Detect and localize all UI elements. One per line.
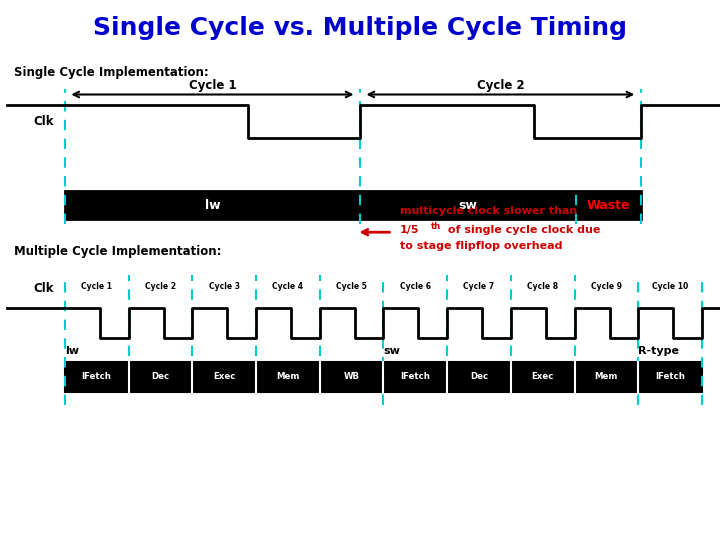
Text: Clk: Clk xyxy=(34,282,54,295)
Bar xyxy=(510,362,575,392)
Text: Cycle 9: Cycle 9 xyxy=(591,282,622,291)
Text: Cycle 2: Cycle 2 xyxy=(145,282,176,291)
Text: multicycle clock slower than: multicycle clock slower than xyxy=(400,206,577,216)
Bar xyxy=(320,362,383,392)
Text: Cycle 10: Cycle 10 xyxy=(652,282,688,291)
Text: sw: sw xyxy=(383,346,400,356)
Text: of single cycle clock due: of single cycle clock due xyxy=(444,225,600,235)
Bar xyxy=(128,362,192,392)
Text: Exec: Exec xyxy=(213,372,235,381)
Bar xyxy=(65,191,641,219)
Text: Multiple Cycle Implementation:: Multiple Cycle Implementation: xyxy=(14,245,222,258)
Bar xyxy=(65,362,128,392)
Text: IFetch: IFetch xyxy=(82,372,112,381)
Bar xyxy=(575,362,638,392)
Text: lw: lw xyxy=(65,346,78,356)
Text: Clk: Clk xyxy=(34,115,54,128)
Text: Cycle 1: Cycle 1 xyxy=(81,282,112,291)
Bar xyxy=(638,362,702,392)
Text: Mem: Mem xyxy=(595,372,618,381)
Text: Waste: Waste xyxy=(587,199,630,212)
Text: Cycle 7: Cycle 7 xyxy=(464,282,495,291)
Text: Dec: Dec xyxy=(151,372,169,381)
Text: Cycle 8: Cycle 8 xyxy=(527,282,558,291)
Text: Cycle 2: Cycle 2 xyxy=(477,79,524,92)
Text: Dec: Dec xyxy=(470,372,488,381)
Text: R-type: R-type xyxy=(638,346,679,356)
Bar xyxy=(447,362,510,392)
Text: Single Cycle Implementation:: Single Cycle Implementation: xyxy=(14,66,209,79)
Text: Cycle 6: Cycle 6 xyxy=(400,282,431,291)
Text: sw: sw xyxy=(459,199,477,212)
Text: Exec: Exec xyxy=(531,372,554,381)
Bar xyxy=(192,362,256,392)
Text: lw: lw xyxy=(204,199,220,212)
Text: IFetch: IFetch xyxy=(655,372,685,381)
Text: Cycle 5: Cycle 5 xyxy=(336,282,367,291)
Text: to stage flipflop overhead: to stage flipflop overhead xyxy=(400,241,562,251)
Text: 1/5: 1/5 xyxy=(400,225,419,235)
Text: th: th xyxy=(431,222,441,231)
Text: WB: WB xyxy=(343,372,359,381)
Text: Cycle 1: Cycle 1 xyxy=(189,79,236,92)
Bar xyxy=(256,362,320,392)
Text: Cycle 3: Cycle 3 xyxy=(209,282,240,291)
Text: Cycle 4: Cycle 4 xyxy=(272,282,303,291)
Text: Single Cycle vs. Multiple Cycle Timing: Single Cycle vs. Multiple Cycle Timing xyxy=(93,16,627,40)
Bar xyxy=(383,362,447,392)
Text: Mem: Mem xyxy=(276,372,300,381)
Text: IFetch: IFetch xyxy=(400,372,430,381)
